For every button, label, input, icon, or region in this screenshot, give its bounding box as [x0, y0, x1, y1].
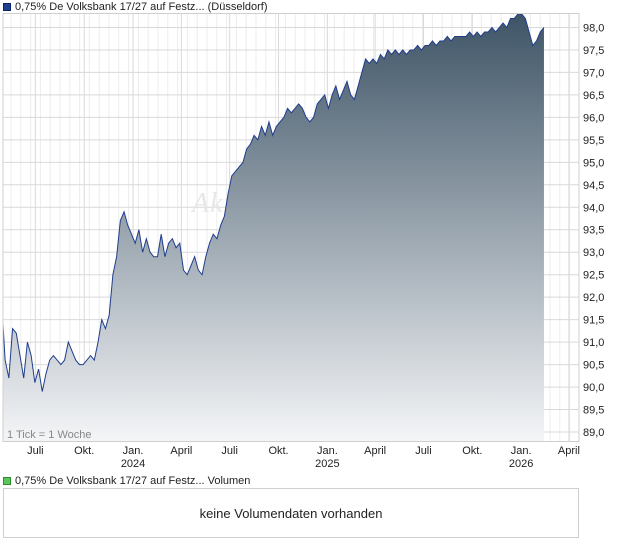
y-tick-label: 90,5: [583, 360, 604, 372]
price-legend-label: 0,75% De Volksbank 17/27 auf Festz... (D…: [15, 0, 268, 13]
x-tick-label: Juli: [221, 445, 238, 457]
y-tick-label: 93,0: [583, 247, 604, 259]
volume-empty-message: keine Volumendaten vorhanden: [199, 505, 383, 521]
y-axis: 89,0 89,5 90,0 90,5 91,0 91,5 92,0 92,5 93,0 93,5…: [583, 22, 604, 439]
y-tick-label: 94,5: [583, 180, 604, 192]
x-tick-label: Juli: [415, 445, 432, 457]
tick-interval-note: 1 Tick = 1 Woche: [7, 429, 91, 441]
x-tick-year-label: 2025: [315, 458, 339, 470]
x-tick-year-label: 2024: [121, 458, 145, 470]
plot-frame: [2, 13, 580, 442]
x-tick-label: April: [364, 445, 386, 457]
y-tick-label: 92,5: [583, 270, 604, 282]
price-chart[interactable]: Aktie 89,089,590,090,591,091,592,092,593…: [0, 0, 620, 470]
y-tick-label: 92,0: [583, 292, 604, 304]
price-legend-swatch-icon: [3, 2, 11, 11]
price-line: [2, 13, 545, 392]
y-tick-label: 91,0: [583, 337, 604, 349]
volume-panel: keine Volumendaten vorhanden: [3, 488, 579, 538]
volume-legend-label: 0,75% De Volksbank 17/27 auf Festz... Vo…: [15, 474, 251, 487]
y-tick-label: 95,0: [583, 157, 604, 169]
x-tick-label: April: [170, 445, 192, 457]
x-tick-label: Jan.: [123, 445, 144, 457]
x-tick-label: Okt.: [462, 445, 482, 457]
x-tick-year-label: 2026: [509, 458, 533, 470]
y-tick-label: 89,0: [583, 427, 604, 439]
price-legend: 0,75% De Volksbank 17/27 auf Festz... (D…: [3, 0, 268, 13]
volume-legend-swatch-icon: [3, 476, 11, 485]
x-tick-label: Jan.: [511, 445, 532, 457]
x-tick-label: Jan.: [317, 445, 338, 457]
x-tick-label: Okt.: [268, 445, 288, 457]
price-area: [3, 14, 544, 441]
y-tick-label: 91,5: [583, 315, 604, 327]
y-tick-label: 95,5: [583, 135, 604, 147]
x-tick-label: Okt.: [74, 445, 94, 457]
y-tick-label: 97,0: [583, 67, 604, 79]
volume-legend: 0,75% De Volksbank 17/27 auf Festz... Vo…: [3, 474, 250, 487]
y-tick-label: 96,5: [583, 90, 604, 102]
y-tick-label: 98,0: [583, 22, 604, 34]
y-tick-label: 93,5: [583, 225, 604, 237]
y-tick-label: 90,0: [583, 382, 604, 394]
y-tick-label: 94,0: [583, 202, 604, 214]
y-tick-label: 96,0: [583, 112, 604, 124]
x-tick-label: Juli: [27, 445, 44, 457]
y-tick-label: 97,5: [583, 45, 604, 57]
x-tick-label: April: [558, 445, 580, 457]
y-tick-label: 89,5: [583, 405, 604, 417]
